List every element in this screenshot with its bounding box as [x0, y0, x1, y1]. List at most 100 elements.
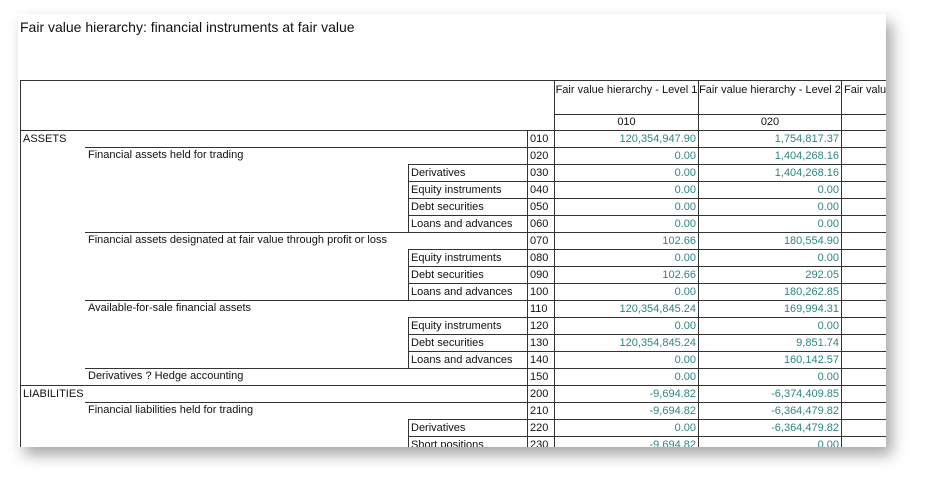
- section-label: ASSETS: [20, 130, 527, 147]
- column-header: Fair value hierarchy - Level 1: [554, 80, 698, 114]
- row-value: 1,404,268.16: [698, 147, 841, 164]
- row-value: 169,994.31: [698, 300, 841, 317]
- row-left-edge: [20, 300, 21, 317]
- row-value-empty: [841, 283, 886, 300]
- row-left-edge: [20, 198, 21, 215]
- group-label: Derivatives ? Hedge accounting: [88, 370, 244, 382]
- row-left-edge: [20, 402, 21, 419]
- row-value-empty: [841, 198, 886, 215]
- row-left-edge: [20, 317, 21, 334]
- row-value: 102.66: [554, 232, 698, 249]
- row-value: 0.00: [554, 249, 698, 266]
- column-code: 020: [698, 114, 841, 130]
- row-value-empty: [841, 147, 886, 164]
- item-label: Loans and advances: [408, 351, 527, 368]
- report-card: Fair value hierarchy: financial instrume…: [18, 14, 886, 447]
- row-code: 040: [527, 181, 554, 198]
- row-code: 050: [527, 198, 554, 215]
- row-code: 110: [527, 300, 554, 317]
- item-label: Equity instruments: [408, 317, 527, 334]
- row-value: -9,694.82: [554, 402, 698, 419]
- row-value: 0.00: [698, 368, 841, 385]
- row-left-edge: [20, 436, 21, 447]
- row-value-empty: [841, 249, 886, 266]
- row-value: 0.00: [554, 351, 698, 368]
- item-label: Equity instruments: [408, 249, 527, 266]
- row-line: [85, 232, 527, 233]
- row-code: 130: [527, 334, 554, 351]
- row-code: 090: [527, 266, 554, 283]
- report-title: Fair value hierarchy: financial instrume…: [20, 19, 355, 35]
- row-value: 180,554.90: [698, 232, 841, 249]
- row-line: [85, 147, 527, 148]
- row-value-empty: [841, 300, 886, 317]
- row-code: 100: [527, 283, 554, 300]
- row-code: 140: [527, 351, 554, 368]
- row-value-empty: [841, 368, 886, 385]
- row-value: 0.00: [698, 317, 841, 334]
- row-value-empty: [841, 402, 886, 419]
- row-value: 0.00: [698, 198, 841, 215]
- row-value-empty: [841, 266, 886, 283]
- row-code: 030: [527, 164, 554, 181]
- group-label: Available-for-sale financial assets: [88, 302, 252, 314]
- row-code: 150: [527, 368, 554, 385]
- row-left-edge: [20, 351, 21, 368]
- row-code: 210: [527, 402, 554, 419]
- row-code: 070: [527, 232, 554, 249]
- column-code: 010: [554, 114, 698, 130]
- section-label: LIABILITIES: [20, 385, 527, 402]
- row-value: -9,694.82: [554, 436, 698, 447]
- row-value: 0.00: [698, 181, 841, 198]
- row-value: 0.00: [554, 283, 698, 300]
- row-value: 120,354,845.24: [554, 300, 698, 317]
- row-value-empty: [841, 436, 886, 447]
- row-value-empty: [841, 351, 886, 368]
- row-code: 200: [527, 385, 554, 402]
- row-code: 010: [527, 130, 554, 147]
- row-value-empty: [841, 181, 886, 198]
- row-left-edge: [20, 368, 21, 385]
- item-label: Loans and advances: [408, 215, 527, 232]
- row-value: 0.00: [698, 249, 841, 266]
- row-value: -6,364,479.82: [698, 419, 841, 436]
- row-value: 0.00: [554, 181, 698, 198]
- group-label: Financial assets held for trading: [88, 149, 244, 161]
- row-left-edge: [20, 283, 21, 300]
- row-value: 9,851.74: [698, 334, 841, 351]
- row-code: 080: [527, 249, 554, 266]
- row-value: 0.00: [554, 147, 698, 164]
- row-code: 020: [527, 147, 554, 164]
- header-blank: [20, 80, 554, 130]
- item-label: Debt securities: [408, 334, 527, 351]
- row-value: 0.00: [698, 436, 841, 447]
- row-left-edge: [20, 419, 21, 436]
- row-left-edge: [20, 164, 21, 181]
- row-value: 292.05: [698, 266, 841, 283]
- row-line: [85, 402, 527, 403]
- row-value: 0.00: [698, 215, 841, 232]
- row-value: -6,364,479.82: [698, 402, 841, 419]
- row-value-empty: [841, 334, 886, 351]
- item-label: Debt securities: [408, 266, 527, 283]
- row-value-empty: [841, 419, 886, 436]
- group-label: Financial liabilities held for trading: [88, 404, 254, 416]
- row-code: 220: [527, 419, 554, 436]
- row-left-edge: [20, 215, 21, 232]
- row-value: 0.00: [554, 317, 698, 334]
- row-value-empty: [841, 317, 886, 334]
- row-left-edge: [20, 147, 21, 164]
- row-value: -9,694.82: [554, 385, 698, 402]
- column-header: Fair valu: [841, 80, 886, 114]
- row-value: 102.66: [554, 266, 698, 283]
- row-value: 0.00: [554, 215, 698, 232]
- row-value-empty: [841, 232, 886, 249]
- row-left-edge: [20, 232, 21, 249]
- column-header: Fair value hierarchy - Level 2: [698, 80, 841, 114]
- item-label: Derivatives: [408, 164, 527, 181]
- row-left-edge: [20, 334, 21, 351]
- item-label: Derivatives: [408, 419, 527, 436]
- row-value: 0.00: [554, 368, 698, 385]
- row-value: 1,754,817.37: [698, 130, 841, 147]
- row-value: 120,354,845.24: [554, 334, 698, 351]
